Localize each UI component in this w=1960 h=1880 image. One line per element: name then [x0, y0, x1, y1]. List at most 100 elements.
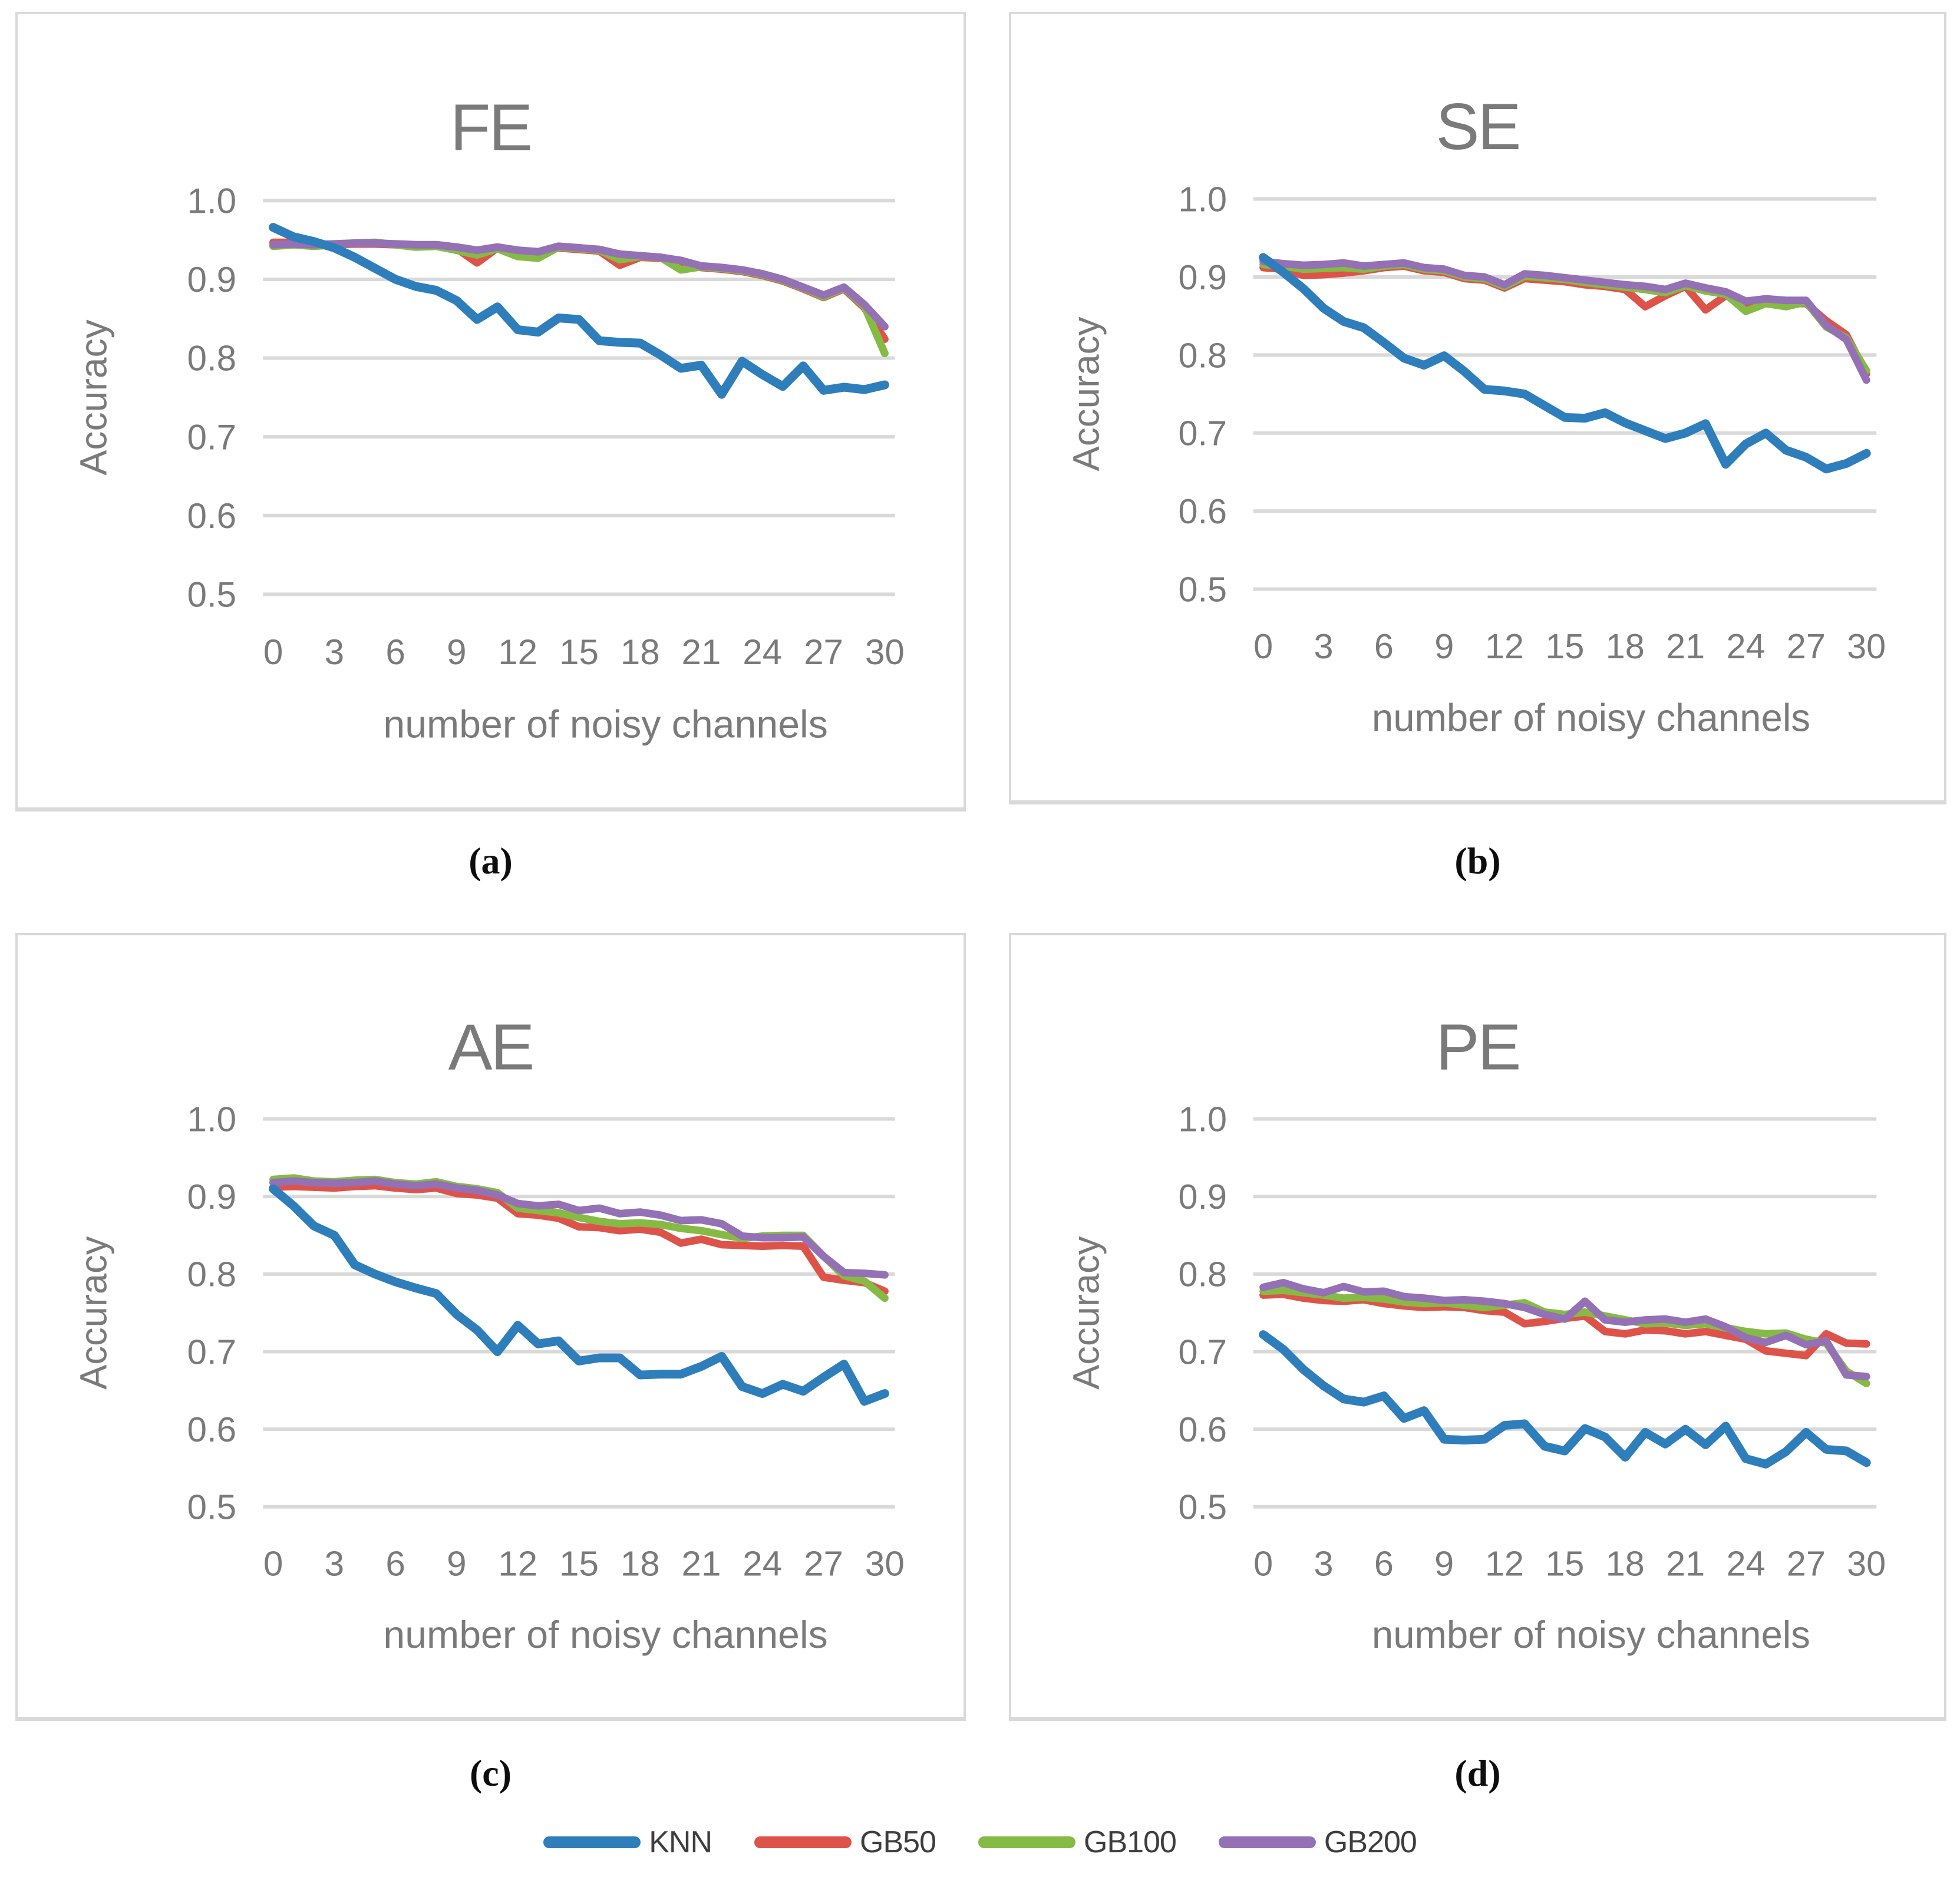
x-axis-tick-label: 18 [1606, 626, 1645, 666]
chart-title: AE [448, 1010, 533, 1083]
y-axis-tick-label: 0.5 [187, 574, 236, 614]
y-axis-tick-label: 0.8 [187, 338, 236, 378]
series-line-gb50 [269, 1182, 889, 1295]
x-axis-tick-label: 0 [1253, 626, 1273, 666]
legend-label-knn: KNN [649, 1825, 712, 1859]
x-axis-tick-label: 3 [1314, 626, 1333, 666]
x-axis-tick-label: 21 [682, 1544, 721, 1584]
x-axis-tick-label: 27 [804, 632, 843, 672]
legend-swatch-gb200 [1218, 1836, 1316, 1848]
legend-item-gb50: GB50 [754, 1825, 936, 1860]
y-axis-tick-label: 0.7 [1179, 414, 1228, 453]
y-axis-tick-label: 0.9 [187, 259, 236, 299]
series-line-knn [1259, 253, 1871, 474]
y-axis-tick-label: 1.0 [187, 1100, 236, 1139]
y-axis-title: Accuracy [72, 1236, 114, 1389]
x-axis-tick-label: 12 [1485, 1544, 1524, 1584]
legend-swatch-gb50 [754, 1836, 852, 1848]
x-axis-tick-label: 27 [1787, 1544, 1826, 1584]
pe-chart: 1.0 0.9 0.8 0.7 0.6 0.5 PE Accuracy 0 3 6 9 12 15 18 21… [1065, 1011, 1886, 1657]
y-axis-tick-label: 1.0 [1179, 179, 1228, 219]
y-axis-tick-label: 0.5 [1179, 569, 1228, 609]
legend-item-gb100: GB100 [978, 1825, 1177, 1860]
y-axis-tick-label: 0.6 [187, 496, 236, 536]
x-axis-title: number of noisy channels [1372, 696, 1810, 739]
y-axis-tick-label: 0.7 [187, 1333, 236, 1372]
chart-title: FE [450, 90, 532, 164]
legend-item-gb200: GB200 [1218, 1825, 1417, 1860]
y-axis-tick-label: 1.0 [187, 180, 236, 220]
fe-chart: 1.0 0.9 0.8 0.7 0.6 0.5 FE Accuracy 0 3 6 9 12 15 18 21… [72, 90, 905, 747]
y-axis-tick-label: 0.5 [187, 1487, 236, 1527]
y-axis-tick-label: 0.6 [1179, 1410, 1228, 1449]
series-line-knn [269, 223, 889, 399]
x-axis-tick-label: 21 [1666, 1544, 1705, 1584]
x-axis-tick-label: 0 [263, 632, 283, 672]
y-axis-tick-label: 1.0 [1179, 1099, 1228, 1139]
y-axis-title: Accuracy [1065, 1236, 1107, 1390]
x-axis-tick-label: 24 [1726, 626, 1765, 666]
x-axis-tick-label: 24 [1726, 1544, 1765, 1584]
y-axis-tick-label: 0.9 [1179, 258, 1228, 297]
x-axis-tick-label: 30 [1847, 1544, 1886, 1584]
x-axis-tick-label: 9 [447, 1544, 466, 1584]
series-line-knn [269, 1184, 889, 1406]
y-axis-tick-label: 0.8 [1179, 1255, 1228, 1294]
y-axis-title: Accuracy [72, 319, 115, 475]
series-line-knn [1259, 1330, 1871, 1469]
chart-title: PE [1436, 1011, 1520, 1084]
subfigure-label-a: (a) [468, 840, 513, 882]
subfigure-label-b: (b) [1454, 840, 1501, 882]
legend-swatch-gb100 [978, 1836, 1075, 1848]
y-axis-tick-label: 0.9 [187, 1177, 236, 1216]
x-axis-tick-label: 9 [1434, 1544, 1454, 1584]
x-axis-tick-label: 6 [1374, 626, 1394, 666]
x-axis-tick-label: 6 [1374, 1544, 1394, 1584]
y-axis-tick-label: 0.9 [1179, 1177, 1228, 1216]
y-axis-tick-label: 0.7 [187, 417, 236, 457]
x-axis-tick-label: 3 [1314, 1544, 1333, 1584]
series-line-gb50 [1259, 1290, 1870, 1360]
x-axis-tick-label: 15 [1545, 626, 1584, 666]
y-axis-tick-label: 0.6 [1179, 492, 1228, 531]
chart-title: SE [1436, 90, 1520, 163]
x-axis-tick-label: 9 [1434, 626, 1454, 666]
legend-label-gb200: GB200 [1324, 1825, 1417, 1859]
series-line-gb200 [269, 1177, 889, 1279]
x-axis-tick-label: 0 [263, 1544, 283, 1584]
x-axis-tick-label: 30 [865, 632, 905, 672]
x-axis-tick-label: 3 [325, 632, 344, 672]
x-axis-tick-label: 6 [385, 1544, 405, 1584]
legend: KNN GB50 GB100 GB200 [0, 1825, 1960, 1860]
chart-panel-fe: 1.0 0.9 0.8 0.7 0.6 0.5 FE Accuracy 0 3 6 9 12 15 18 21… [15, 12, 966, 812]
chart-panel-ae: 1.0 0.9 0.8 0.7 0.6 0.5 AE Accuracy 0 3 6 9 12 15 18 21… [15, 933, 966, 1721]
x-axis-tick-label: 27 [1787, 626, 1826, 666]
x-axis-tick-label: 27 [804, 1544, 843, 1584]
x-axis-tick-label: 30 [865, 1544, 905, 1584]
chart-panel-pe: 1.0 0.9 0.8 0.7 0.6 0.5 PE Accuracy 0 3 6 9 12 15 18 21… [1009, 933, 1946, 1721]
subfigure-label-d: (d) [1454, 1752, 1501, 1794]
x-axis-tick-label: 18 [1606, 1544, 1645, 1584]
y-axis-tick-label: 0.5 [1179, 1487, 1228, 1527]
x-axis-tick-label: 21 [682, 632, 721, 672]
subfigure-label-c: (c) [469, 1752, 512, 1794]
x-axis-tick-label: 12 [498, 632, 537, 672]
y-axis-tick-label: 0.8 [1179, 335, 1228, 375]
x-axis-tick-label: 9 [447, 632, 466, 672]
legend-item-knn: KNN [543, 1825, 712, 1860]
x-axis-tick-label: 12 [1485, 626, 1524, 666]
x-axis-title: number of noisy channels [1372, 1613, 1810, 1656]
y-axis-tick-label: 0.8 [187, 1255, 236, 1294]
x-axis-tick-label: 15 [1545, 1544, 1584, 1584]
legend-swatch-knn [543, 1836, 641, 1848]
x-axis-tick-label: 15 [559, 1544, 599, 1584]
series-line-gb200 [1259, 258, 1870, 384]
x-axis-tick-label: 21 [1666, 626, 1705, 666]
x-axis-tick-label: 6 [385, 632, 405, 672]
x-axis-tick-label: 0 [1253, 1544, 1273, 1584]
x-axis-title: number of noisy channels [383, 702, 827, 746]
se-chart: 1.0 0.9 0.8 0.7 0.6 0.5 SE Accuracy 0 3 6 9 12 15 18 21… [1066, 90, 1886, 740]
x-axis-tick-label: 18 [621, 1544, 660, 1584]
x-axis-tick-label: 12 [498, 1544, 537, 1584]
